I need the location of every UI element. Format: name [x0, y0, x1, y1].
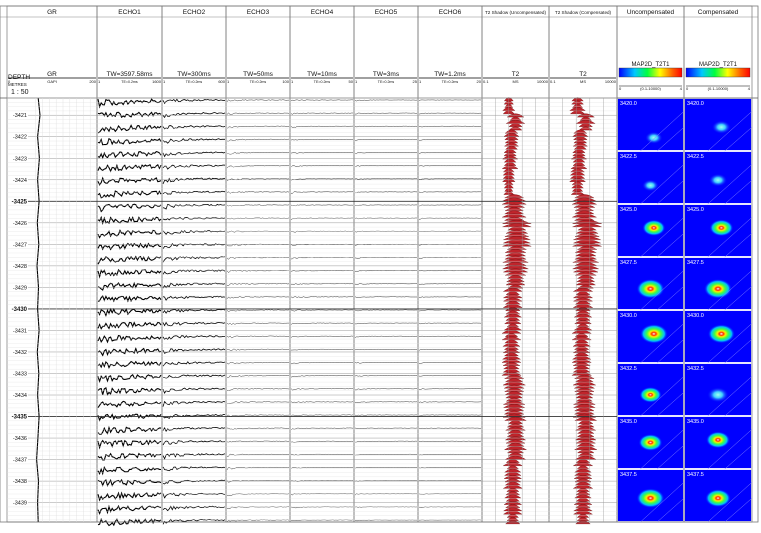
track-title-t2u: T2 Shadow (Uncompensated): [485, 10, 546, 15]
track-scale-max: 10000: [605, 79, 617, 84]
track-unit-gr: GAPI: [47, 79, 57, 84]
track-tw-echo5: TW=3ms: [373, 71, 400, 78]
map-panel-depth: 3422.5: [687, 154, 704, 160]
map-spot: [709, 174, 727, 187]
map-panel-depth: 3427.5: [620, 260, 637, 266]
map-spot: [640, 324, 668, 344]
color-scale-bar: [686, 68, 750, 77]
map-panel-depth: 3425.0: [687, 207, 704, 213]
depth-tick-label: -3425: [12, 199, 28, 205]
track-curve-t2c: T2: [579, 71, 587, 78]
depth-tick-label: -3432: [13, 350, 27, 356]
track-te-echo1: TE=0.2ms: [121, 80, 138, 84]
track-scale-max: 50: [349, 79, 354, 84]
track-te-echo2: TE=0.2ms: [186, 80, 203, 84]
track-scale-max: 20: [477, 79, 482, 84]
track-tw-echo1: TW=3597.58ms: [106, 71, 153, 78]
track-title-echo5: ECHO5: [375, 9, 398, 16]
map-spot: [642, 220, 665, 236]
map-spot: [708, 324, 735, 343]
map-panel-depth: 3425.0: [620, 207, 637, 213]
map-spot: [712, 120, 731, 133]
track-scale-max: 600: [218, 79, 225, 84]
map-spot: [709, 219, 733, 236]
map-panel-depth: 3435.0: [620, 419, 637, 425]
map-curve-name: MAP2D_T2T1: [699, 62, 738, 68]
depth-tick-label: -3433: [13, 371, 27, 377]
track-title-t2c: T2 Shadow (Compensated): [555, 10, 612, 15]
track-curve-t2u: T2: [512, 71, 520, 78]
track-te-echo6: TE=0.2ms: [442, 80, 459, 84]
depth-tick-label: -3426: [13, 221, 27, 227]
depth-tick-label: -3435: [12, 415, 28, 421]
track-scale-max: 10000: [537, 79, 549, 84]
track-scale-min: 0.1: [483, 79, 489, 84]
depth-tick-label: -3428: [13, 264, 27, 270]
depth-tick-label: -3437: [13, 458, 27, 464]
map-panel-depth: 3430.0: [620, 313, 637, 319]
track-title-mapc: Compensated: [698, 9, 739, 16]
track-title-echo4: ECHO4: [311, 9, 334, 16]
depth-tick-label: -3434: [13, 393, 27, 399]
map-panel-depth: 3432.5: [620, 366, 637, 372]
track-title-echo1: ECHO1: [118, 9, 141, 16]
depth-tick-label: -3429: [13, 285, 27, 291]
depth-label: DEPTH: [8, 74, 30, 81]
depth-tick-label: -3421: [13, 113, 27, 119]
map-panel-depth: 3430.0: [687, 313, 704, 319]
track-scale-min: 0.1: [550, 79, 556, 84]
map-range: (0.1-10000): [708, 86, 729, 91]
track-scale-max: 25: [413, 79, 418, 84]
track-te-echo4: TE=0.2ms: [314, 80, 331, 84]
track-tw-echo6: TW=1.2ms: [434, 71, 466, 78]
map-spot: [639, 387, 661, 403]
map-panel-depth: 3427.5: [687, 260, 704, 266]
map-range: (0.1-10000): [640, 86, 661, 91]
depth-tick-label: -3424: [13, 178, 27, 184]
map-spot: [637, 279, 665, 299]
map-panel-depth: 3420.0: [687, 101, 704, 107]
track-title-echo2: ECHO2: [183, 9, 206, 16]
map-spot: [704, 279, 732, 299]
map-panel-depth: 3437.5: [687, 472, 704, 478]
track-unit-t2c: MS: [580, 79, 586, 84]
map-panel-depth: 3422.5: [620, 154, 637, 160]
track-title-mapu: Uncompensated: [627, 9, 675, 16]
depth-tick-label: -3430: [12, 307, 28, 313]
track-title-echo3: ECHO3: [247, 9, 270, 16]
track-scale-max: 1600: [152, 79, 162, 84]
depth-tick-label: -3422: [13, 135, 27, 141]
track-title-gr: GR: [47, 9, 57, 16]
map-panel-depth: 3420.0: [620, 101, 637, 107]
track-tw-echo3: TW=50ms: [243, 71, 274, 78]
depth-tick-label: -3438: [13, 479, 27, 485]
depth-tick-label: -3439: [13, 501, 27, 507]
depth-scale: 1 : 50: [11, 89, 29, 96]
track-scale-max: 200: [89, 79, 96, 84]
map-panel-depth: 3437.5: [620, 472, 637, 478]
map-spot: [705, 489, 731, 507]
color-scale-bar: [619, 68, 682, 77]
track-scale-max: 100: [282, 79, 289, 84]
track-tw-echo2: TW=300ms: [177, 71, 211, 78]
track-curve-gr: GR: [47, 71, 57, 78]
map-panel-depth: 3435.0: [687, 419, 704, 425]
track-title-echo6: ECHO6: [439, 9, 462, 16]
map-panel-depth: 3432.5: [687, 366, 704, 372]
map-curve-name: MAP2D_T2T1: [631, 62, 670, 68]
track-te-echo5: TE=0.2ms: [378, 80, 395, 84]
depth-tick-label: -3431: [13, 328, 27, 334]
map-spot: [637, 488, 665, 508]
map-spot: [706, 431, 730, 448]
depth-tick-label: -3427: [13, 242, 27, 248]
track-te-echo3: TE=0.2ms: [250, 80, 267, 84]
depth-tick-label: -3436: [13, 436, 27, 442]
track-tw-echo4: TW=10ms: [307, 71, 338, 78]
depth-tick-label: -3423: [13, 156, 27, 162]
map-spot: [639, 434, 663, 451]
depth-unit: METRES: [8, 82, 27, 87]
track-unit-t2u: MS: [513, 79, 519, 84]
